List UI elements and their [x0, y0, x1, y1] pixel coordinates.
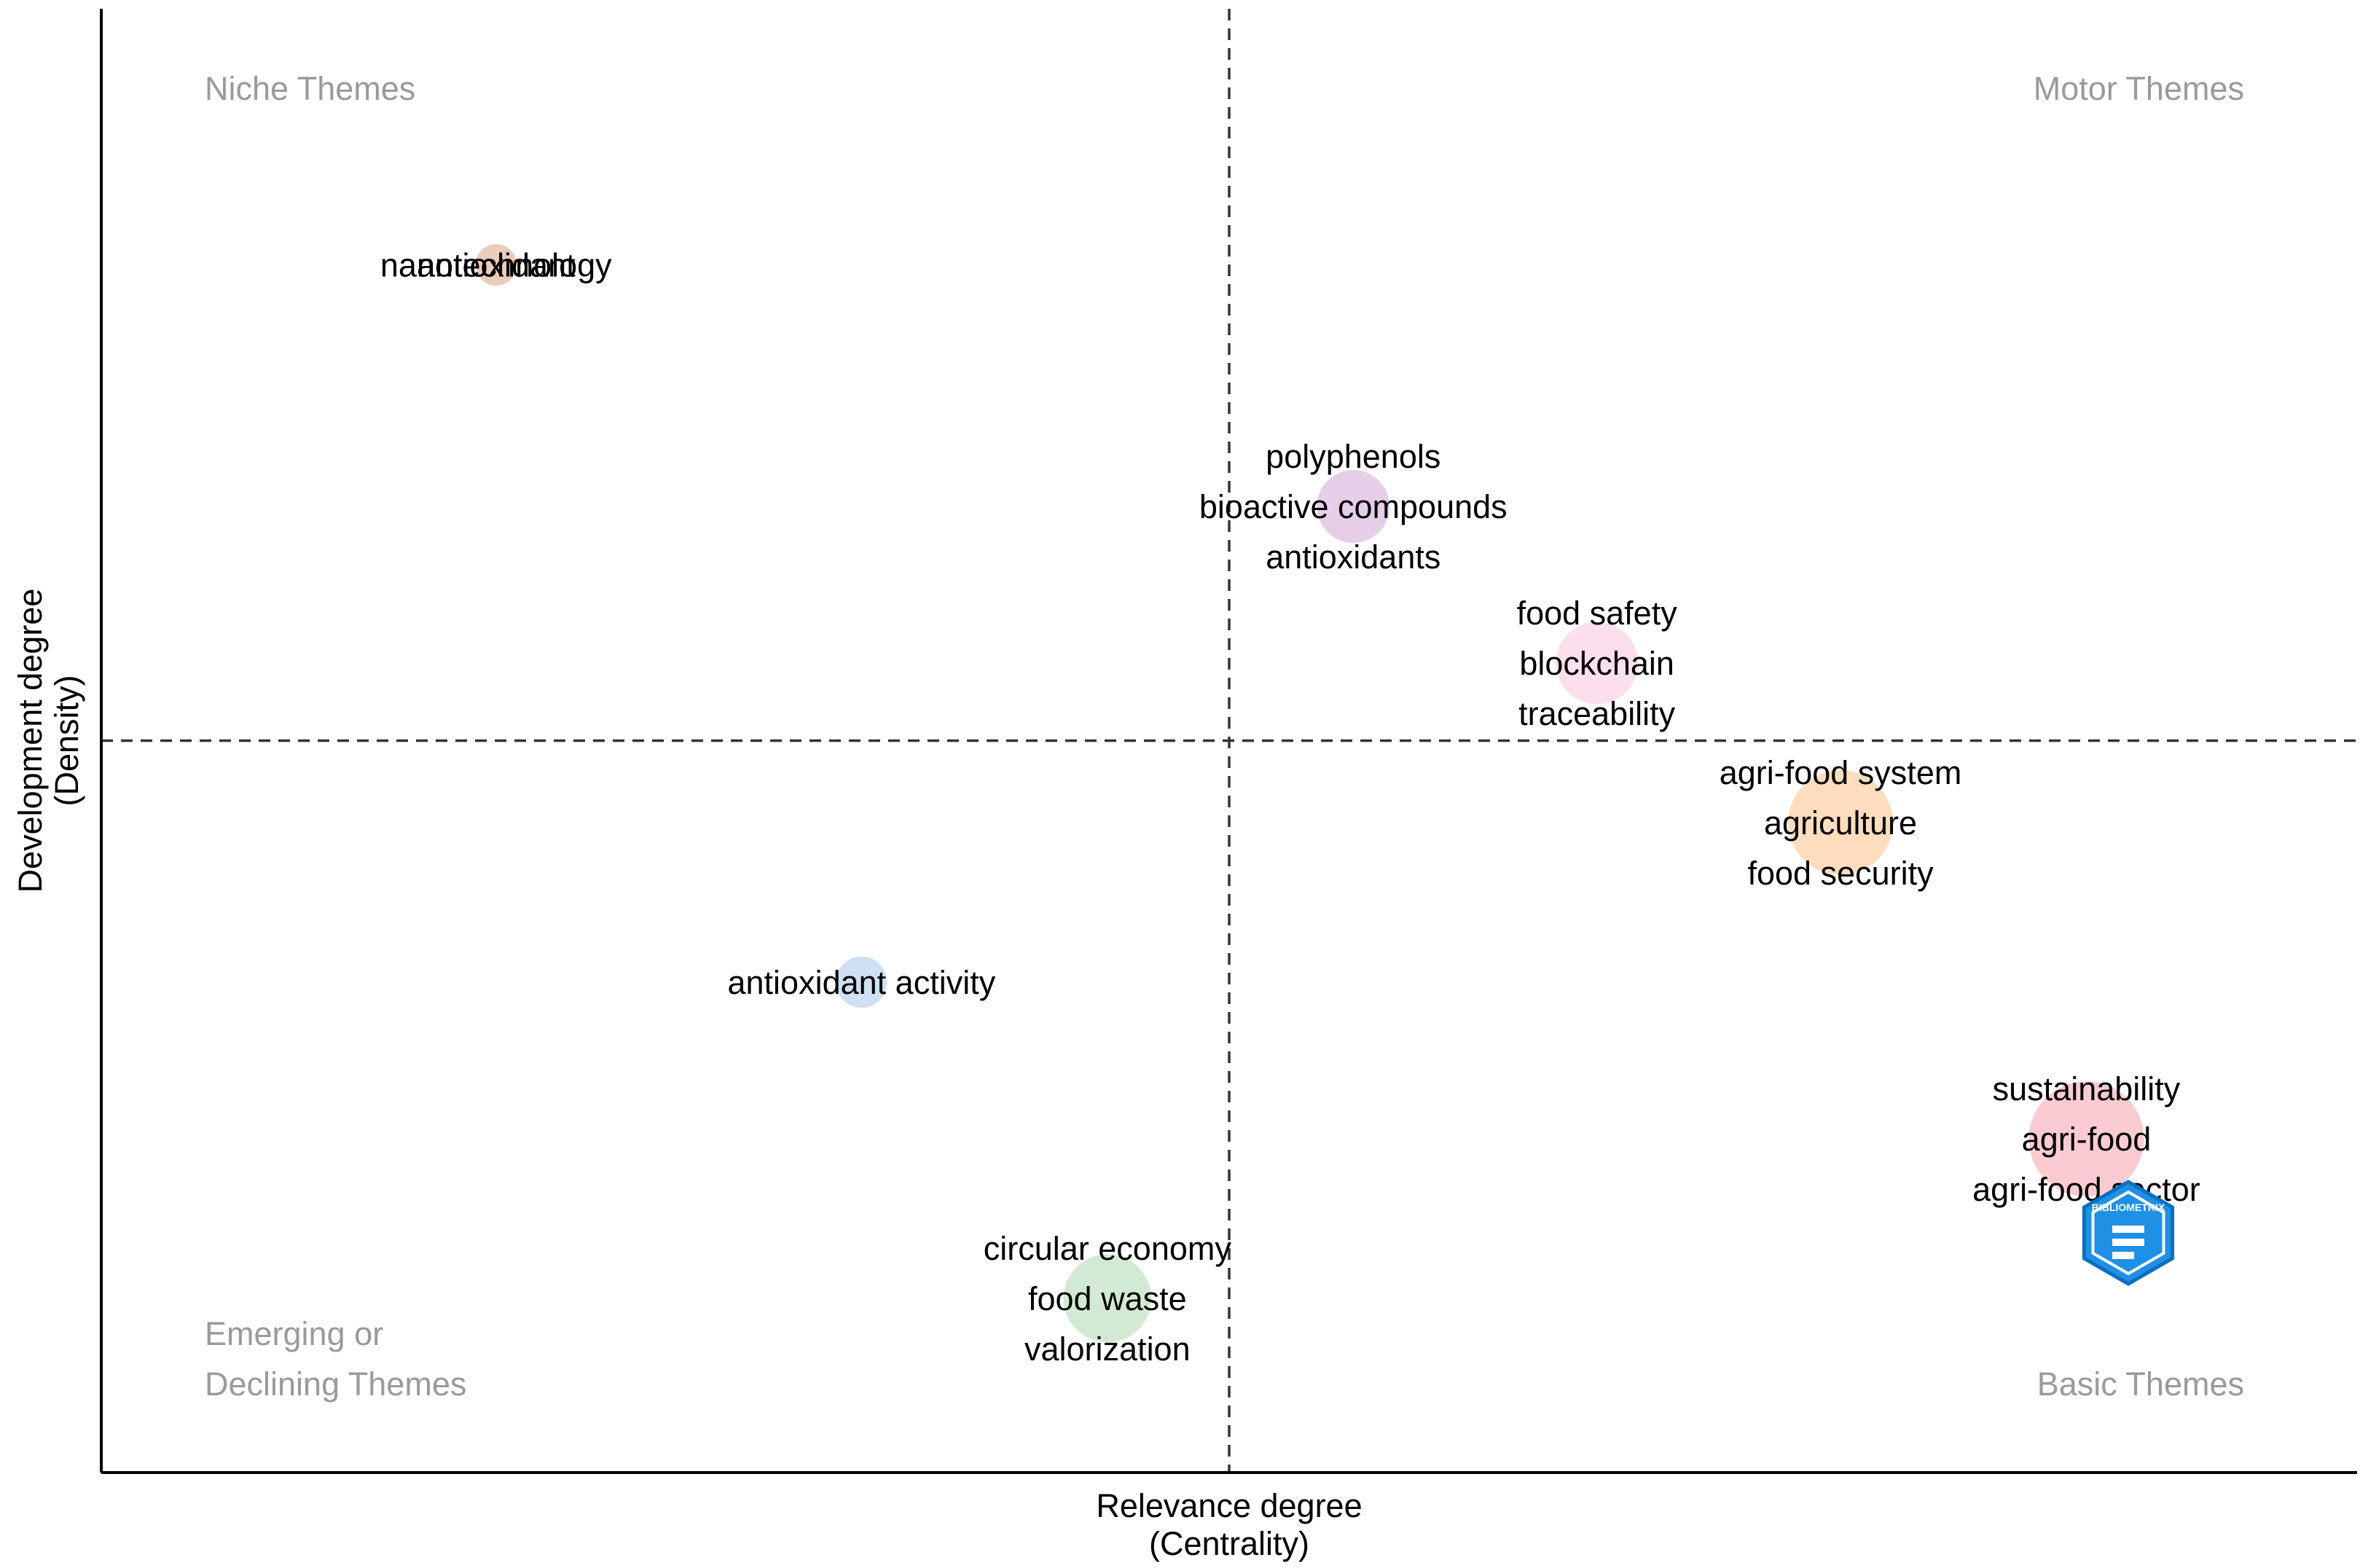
- cluster-label-food-safety: food safety: [1517, 595, 1678, 632]
- logo-bar-bottom: [2112, 1252, 2134, 1259]
- cluster-label-agriculture: agriculture: [1764, 804, 1917, 842]
- cluster-label-food-waste: food waste: [1028, 1280, 1187, 1317]
- cluster-bubble-food-safety: [1556, 622, 1639, 705]
- cluster-label-traceability: traceability: [1518, 695, 1676, 732]
- cluster-label-sustainability: sustainability: [1993, 1070, 2181, 1108]
- cluster-bubble-circular-economy: [1063, 1254, 1152, 1343]
- cluster-label-polyphenols: polyphenols: [1266, 438, 1440, 475]
- cluster-label-agri-food: agri-food: [2022, 1121, 2152, 1158]
- cluster-label-agri-food-system: agri-food system: [1720, 754, 1962, 791]
- cluster-bubble-antioxidant-activity: [836, 956, 887, 1008]
- cluster-bubble-polyphenols: [1317, 470, 1390, 544]
- axis-labels: Relevance degree(Centrality) Development …: [12, 589, 1363, 1562]
- logo-bar-mid: [2112, 1239, 2144, 1246]
- cluster-bubble-agri-food-system: [1788, 770, 1894, 876]
- cluster-label-valorization: valorization: [1024, 1330, 1191, 1368]
- logo-bar-top: [2112, 1226, 2144, 1233]
- cluster-label-circular-economy: circular economy: [984, 1230, 1232, 1267]
- axes: [100, 9, 2357, 1474]
- quadrant-label-emerging-declining: Emerging or: [205, 1315, 383, 1352]
- logo-inner-hexagon: [2091, 1190, 2165, 1276]
- cluster-bubble-sustainability: [2028, 1081, 2144, 1197]
- quadrant-label-niche-themes: Niche Themes: [205, 70, 415, 107]
- x-axis-label: Relevance degree: [1096, 1487, 1362, 1524]
- quadrant-labels: Niche Themes Motor Themes Emerging or Decli…: [205, 70, 2244, 1403]
- cluster-label-antioxidant: antioxidant: [417, 247, 576, 284]
- cluster-label-bioactive-compounds: bioactive compounds: [1199, 488, 1508, 525]
- reference-lines: [101, 9, 2357, 1473]
- y-axis-label: (Density): [48, 675, 85, 806]
- cluster-label-food-security: food security: [1747, 855, 1934, 892]
- cluster-bubbles: [475, 244, 2144, 1343]
- cluster-label-nanotechnology: nanotechnology: [380, 247, 612, 284]
- cluster-bubble-nanotechnology: [475, 244, 517, 286]
- logo-text: BIBLIOMETRIX: [2092, 1202, 2165, 1213]
- cluster-label-antioxidant-activity: antioxidant activity: [728, 964, 996, 1001]
- quadrant-label-motor-themes: Motor Themes: [2034, 70, 2244, 107]
- bibliometrix-logo: BIBLIOMETRIX: [2082, 1180, 2175, 1286]
- cluster-label-blockchain: blockchain: [1519, 645, 1674, 682]
- quadrant-label-emerging-declining: Declining Themes: [205, 1365, 466, 1403]
- x-axis-label: (Centrality): [1149, 1525, 1309, 1562]
- quadrant-label-basic-themes: Basic Themes: [2037, 1365, 2244, 1403]
- y-axis-label: Development degree: [12, 589, 49, 893]
- cluster-label-antioxidants: antioxidants: [1266, 538, 1440, 576]
